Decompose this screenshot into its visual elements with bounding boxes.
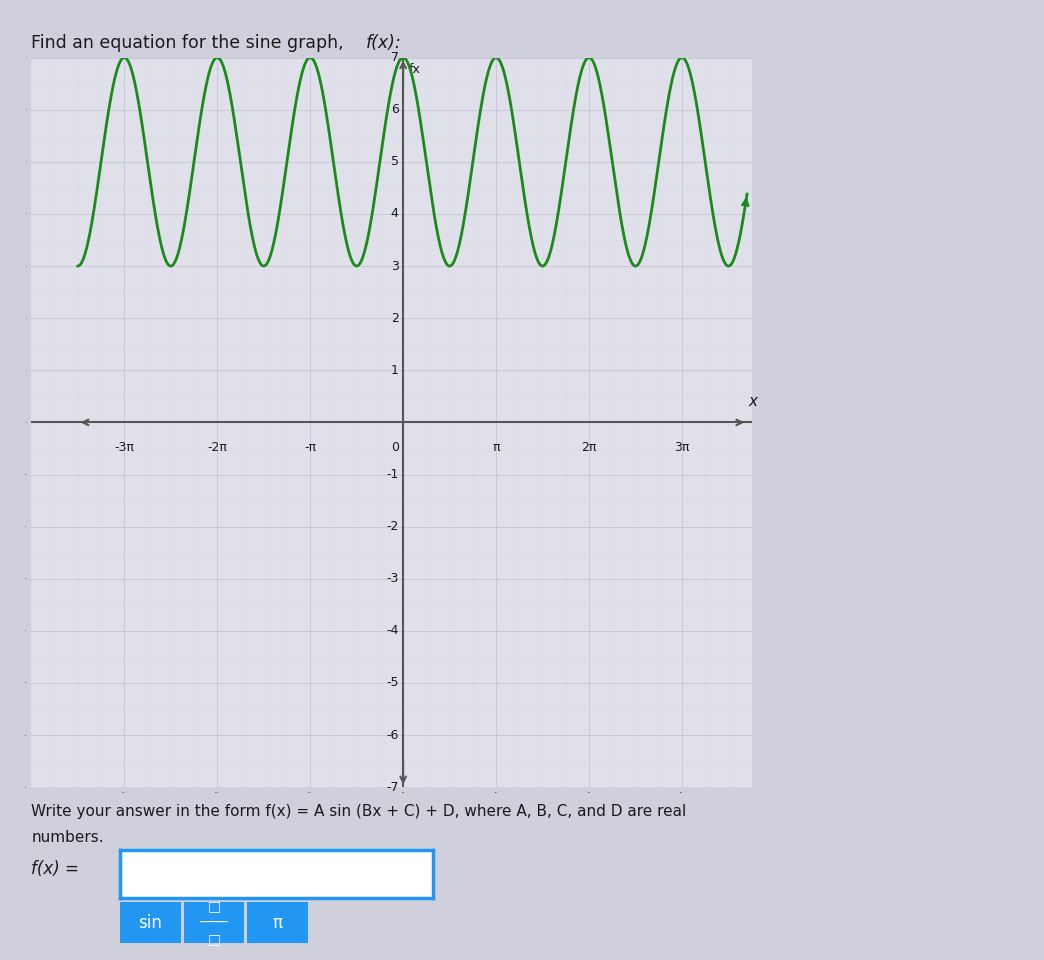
Text: π: π xyxy=(272,914,283,931)
Text: -3π: -3π xyxy=(115,441,135,454)
Text: fx: fx xyxy=(408,62,421,76)
Text: -2: -2 xyxy=(386,520,399,533)
Text: -2π: -2π xyxy=(208,441,228,454)
Text: □
――
□: □ ―― □ xyxy=(200,900,228,946)
Text: 5: 5 xyxy=(390,156,399,168)
Text: -7: -7 xyxy=(386,780,399,794)
Text: 1: 1 xyxy=(390,364,399,376)
Text: 3π: 3π xyxy=(674,441,690,454)
Text: Find an equation for the sine graph,: Find an equation for the sine graph, xyxy=(31,34,350,52)
Text: x: x xyxy=(749,395,758,409)
Text: Write your answer in the form f(x) = A sin (Bx + C) + D, where A, B, C, and D ar: Write your answer in the form f(x) = A s… xyxy=(31,804,687,820)
Text: -6: -6 xyxy=(386,729,399,741)
Text: -3: -3 xyxy=(386,572,399,586)
Text: 2: 2 xyxy=(390,312,399,324)
Text: π: π xyxy=(493,441,500,454)
Text: 6: 6 xyxy=(390,104,399,116)
Text: numbers.: numbers. xyxy=(31,830,104,846)
Text: 4: 4 xyxy=(390,207,399,221)
Text: sin: sin xyxy=(139,914,162,931)
Text: 3: 3 xyxy=(390,259,399,273)
Text: 7: 7 xyxy=(390,51,399,64)
Text: -π: -π xyxy=(304,441,316,454)
Text: f(x) =: f(x) = xyxy=(31,860,79,877)
Text: -5: -5 xyxy=(386,677,399,689)
Text: 2π: 2π xyxy=(582,441,597,454)
Text: 0: 0 xyxy=(390,441,399,454)
Text: -4: -4 xyxy=(386,624,399,637)
Text: f(x):: f(x): xyxy=(365,34,401,52)
Text: -1: -1 xyxy=(386,468,399,481)
